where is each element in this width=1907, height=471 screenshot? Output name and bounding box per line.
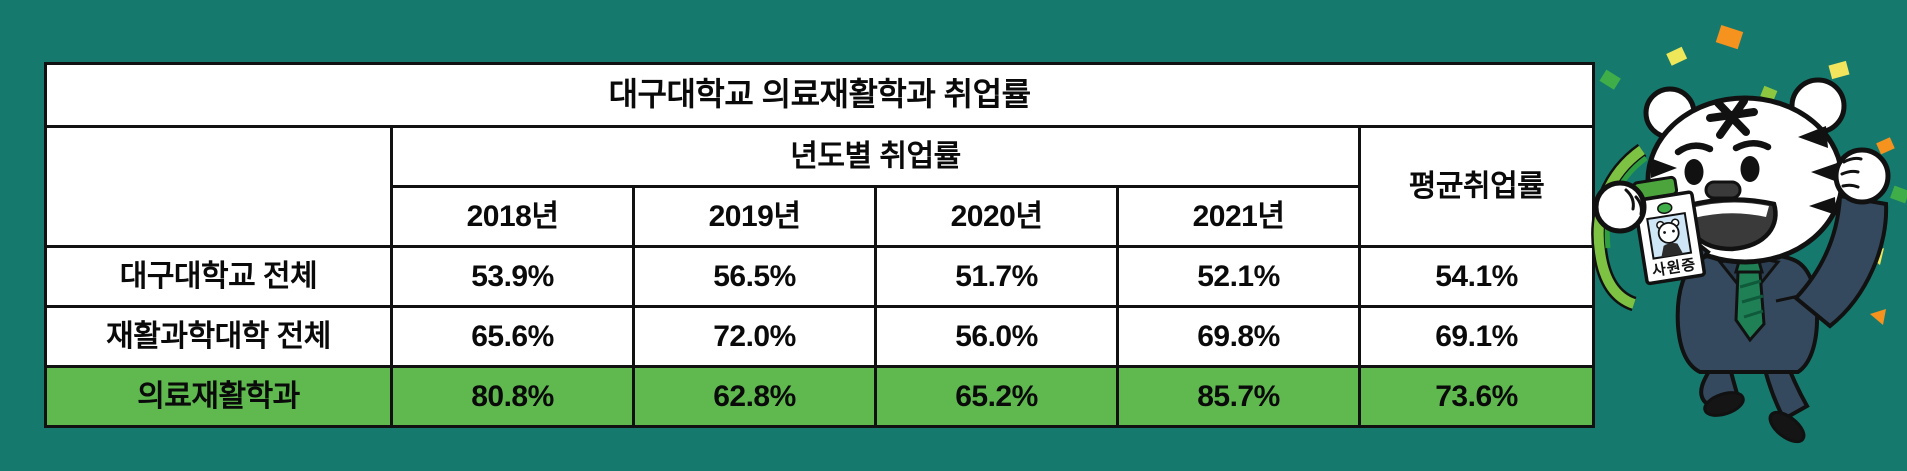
year-header-row: 2018년 2019년 2020년 2021년 bbox=[46, 185, 1594, 248]
table-row-department-highlighted: 의료재활학과 80.8% 62.8% 65.2% 85.7% 73.6% bbox=[44, 365, 1596, 428]
tie bbox=[1734, 256, 1766, 343]
id-badge: 사원증 bbox=[1632, 190, 1706, 286]
paw bbox=[1593, 180, 1647, 234]
value-cell: 72.0% bbox=[632, 305, 877, 368]
title-row: 대구대학교 의료재활학과 취업률 bbox=[43, 62, 1596, 128]
average-cell: 54.1% bbox=[1357, 245, 1596, 308]
nose bbox=[1704, 180, 1742, 200]
left-eye bbox=[1684, 159, 1704, 185]
raised-arm bbox=[1793, 147, 1891, 329]
average-cell: 73.6% bbox=[1357, 365, 1596, 428]
value-cell: 65.6% bbox=[390, 305, 635, 368]
value-cell: 65.2% bbox=[874, 365, 1119, 428]
right-eye bbox=[1740, 156, 1760, 182]
year-group-header: 년도별 취업률 bbox=[390, 125, 1361, 188]
value-cell: 62.8% bbox=[632, 365, 877, 428]
value-cell: 56.0% bbox=[874, 305, 1119, 368]
value-cell: 51.7% bbox=[874, 245, 1119, 308]
employment-rate-table: 대구대학교 의료재활학과 취업률 년도별 취업률 평균취업률 2018년 201… bbox=[43, 62, 1596, 428]
year-header-2018: 2018년 bbox=[390, 185, 635, 248]
badge-logo bbox=[1657, 202, 1673, 214]
badge-label: 사원증 bbox=[1651, 256, 1698, 280]
value-cell: 85.7% bbox=[1116, 365, 1361, 428]
year-header-2021: 2021년 bbox=[1116, 185, 1361, 248]
mouth bbox=[1683, 197, 1778, 252]
forehead-mark bbox=[1706, 97, 1758, 139]
badge-arm: 사원증 bbox=[1593, 175, 1711, 286]
year-header-2020: 2020년 bbox=[874, 185, 1119, 248]
average-header: 평균취업률 bbox=[1357, 125, 1596, 248]
right-eyebrow bbox=[1732, 140, 1772, 152]
corner-cell bbox=[44, 125, 393, 248]
value-cell: 69.8% bbox=[1116, 305, 1361, 368]
value-cell: 56.5% bbox=[632, 245, 877, 308]
confetti-icon bbox=[1592, 25, 1907, 325]
tiger-mascot: 사원증 bbox=[1591, 25, 1907, 444]
fist bbox=[1833, 147, 1891, 205]
table-title: 대구대학교 의료재활학과 취업률 bbox=[43, 62, 1596, 128]
left-eyebrow bbox=[1674, 142, 1714, 156]
table-row-college-total: 재활과학대학 전체 65.6% 72.0% 56.0% 69.8% 69.1% bbox=[44, 305, 1596, 368]
value-cell: 52.1% bbox=[1116, 245, 1361, 308]
left-shoe bbox=[1703, 391, 1745, 417]
right-shoe bbox=[1768, 410, 1806, 444]
value-cell: 53.9% bbox=[390, 245, 635, 308]
value-cell: 80.8% bbox=[390, 365, 635, 428]
row-label: 의료재활학과 bbox=[44, 365, 393, 428]
average-cell: 69.1% bbox=[1357, 305, 1596, 368]
year-header-2019: 2019년 bbox=[632, 185, 877, 248]
table-row-university-total: 대구대학교 전체 53.9% 56.5% 51.7% 52.1% 54.1% bbox=[44, 245, 1596, 308]
row-label: 대구대학교 전체 bbox=[44, 245, 393, 308]
group-header-row: 년도별 취업률 평균취업률 bbox=[44, 125, 1596, 248]
row-label: 재활과학대학 전체 bbox=[44, 305, 393, 368]
